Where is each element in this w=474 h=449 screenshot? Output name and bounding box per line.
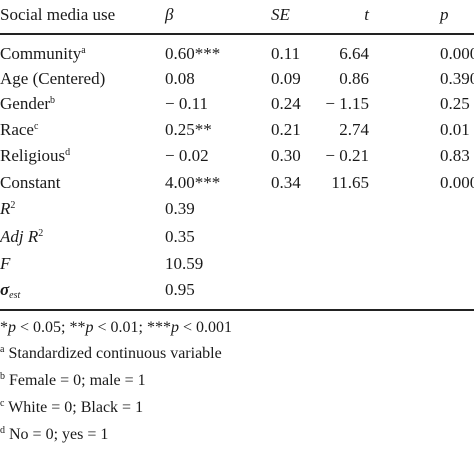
row-t: − 0.21 — [325, 146, 369, 165]
significance-note: *p < 0.05; **p < 0.01; ***p < 0.001 — [0, 319, 232, 336]
row-t: 2.74 — [339, 120, 369, 139]
row-se: 0.21 — [271, 120, 301, 139]
table-row: Constant 4.00*** 0.34 11.65 0.000 — [0, 170, 474, 196]
footnote-b-mark: b — [0, 371, 5, 382]
stat-row-f: F 10.59 — [0, 251, 474, 277]
footnote-d: d No = 0; yes = 1 — [0, 423, 108, 447]
footnote-d-text: No = 0; yes = 1 — [5, 426, 109, 443]
row-se: 0.24 — [271, 94, 301, 113]
footnote-mark: a — [81, 45, 86, 56]
row-se: 0.11 — [271, 44, 301, 63]
footnote-mark: d — [65, 147, 71, 158]
stat-row-adj-r2: Adj R2 0.35 — [0, 224, 474, 250]
row-se: 0.34 — [271, 173, 301, 192]
row-p: 0.01 — [440, 120, 470, 139]
table-row: Communitya 0.60*** 0.11 6.64 0.000 — [0, 41, 474, 67]
row-se: 0.30 — [271, 146, 301, 165]
row-p: 0.83 — [440, 146, 470, 165]
f-label: F — [0, 254, 11, 273]
header-beta: β — [165, 5, 174, 24]
header-t: t — [364, 5, 369, 24]
footnote-mark: b — [50, 95, 56, 106]
row-se: 0.09 — [271, 69, 301, 88]
row-label: Religious — [0, 146, 66, 165]
header-label: Social media use — [0, 5, 116, 24]
table-row: Genderb − 0.11 0.24 − 1.15 0.25 — [0, 91, 474, 117]
row-p: 0.390 — [440, 69, 474, 88]
row-beta: 4.00*** — [165, 173, 221, 192]
table-row: Racec 0.25** 0.21 2.74 0.01 — [0, 117, 474, 143]
row-p: 0.000 — [440, 173, 474, 192]
footnote-d-mark: d — [0, 425, 5, 436]
row-beta: 0.60*** — [165, 44, 221, 63]
row-label: Constant — [0, 173, 61, 192]
header-rule — [0, 33, 474, 35]
row-p: 0.25 — [440, 94, 470, 113]
footnote-a-mark: a — [0, 344, 5, 355]
row-label: Gender — [0, 94, 51, 113]
footnote-a-text: Standardized continuous variable — [4, 345, 222, 362]
header-se: SE — [271, 5, 290, 24]
header-p: p — [440, 5, 449, 24]
row-label: Race — [0, 120, 34, 139]
footnote-c-mark: c — [0, 398, 5, 409]
stat-row-r2: R2 0.39 — [0, 196, 474, 222]
row-t: 0.86 — [339, 69, 369, 88]
stat-row-sigma: σest 0.95 — [0, 277, 474, 303]
r2-value: 0.39 — [165, 199, 195, 218]
r2-sup: 2 — [10, 200, 16, 211]
adj-r2-value: 0.35 — [165, 227, 195, 246]
r2-label: R — [0, 199, 11, 218]
row-beta: 0.08 — [165, 69, 195, 88]
footnote-mark: c — [33, 121, 39, 132]
bottom-rule — [0, 309, 474, 311]
row-t: 11.65 — [331, 173, 369, 192]
table-row: Age (Centered) 0.08 0.09 0.86 0.390 — [0, 66, 474, 92]
f-value: 10.59 — [165, 254, 204, 273]
footnote-b: b Female = 0; male = 1 — [0, 369, 146, 393]
row-t: − 1.15 — [325, 94, 369, 113]
sigma-value: 0.95 — [165, 280, 195, 299]
footnote-b-text: Female = 0; male = 1 — [5, 372, 146, 389]
row-beta: 0.25** — [165, 120, 212, 139]
row-label: Age (Centered) — [0, 69, 106, 88]
row-label: Community — [0, 44, 82, 63]
adj-r2-label: Adj R — [0, 227, 39, 246]
row-beta: − 0.11 — [165, 94, 208, 113]
adj-r2-sup: 2 — [38, 228, 44, 239]
footnote-c: c White = 0; Black = 1 — [0, 396, 143, 420]
table-row: Religiousd − 0.02 0.30 − 0.21 0.83 — [0, 143, 474, 169]
table-header: Social media use β SE t p — [0, 2, 474, 28]
row-p: 0.000 — [440, 44, 474, 63]
footnote-a: a Standardized continuous variable — [0, 342, 222, 366]
row-beta: − 0.02 — [165, 146, 209, 165]
row-t: 6.64 — [339, 44, 369, 63]
sigma-label: σ — [0, 280, 10, 299]
sigma-sub: est — [9, 290, 21, 301]
footnote-c-text: White = 0; Black = 1 — [4, 399, 144, 416]
